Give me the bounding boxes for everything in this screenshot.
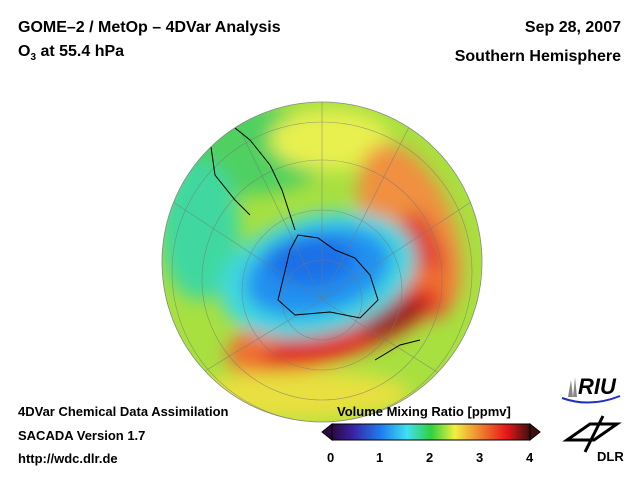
species-main: O: [18, 43, 31, 60]
species-level: O3 at 55.4 hPa: [18, 43, 124, 63]
footer-line-1: 4DVar Chemical Data Assimilation: [18, 404, 229, 419]
colorbar-min-arrow: [321, 422, 333, 442]
colorbar-tick-4: 4: [526, 450, 534, 465]
colorbar-title: Volume Mixing Ratio [ppmv]: [337, 404, 511, 419]
graticule: [169, 102, 475, 422]
riu-logo-text: RIU: [578, 374, 616, 399]
colorbar-tick-0: 0: [327, 450, 335, 465]
dlr-logo: [562, 415, 622, 453]
region-label: Southern Hemisphere: [454, 48, 621, 65]
colorbar-tick-2: 2: [426, 450, 434, 465]
ozone-field: [162, 102, 482, 422]
figure-title: GOME–2 / MetOp – 4DVar Analysis: [18, 19, 281, 36]
colorbar-max-arrow: [529, 422, 541, 442]
colorbar: [321, 422, 541, 442]
riu-logo: [561, 377, 621, 404]
globe-outline: [161, 101, 483, 423]
pressure-level: at 55.4 hPa: [36, 43, 125, 60]
species-sub: 3: [30, 52, 37, 64]
colorbar-tick-3: 3: [476, 450, 484, 465]
dlr-logo-text: DLR: [597, 449, 624, 464]
footer-url: http://wdc.dlr.de: [18, 451, 118, 466]
colorbar-gradient: [331, 423, 531, 441]
date-label: Sep 28, 2007: [524, 19, 621, 36]
footer-line-2: SACADA Version 1.7: [18, 428, 146, 443]
colorbar-tick-1: 1: [376, 450, 384, 465]
